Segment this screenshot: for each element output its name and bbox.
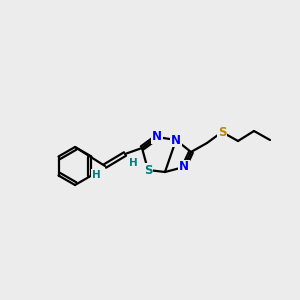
Text: H: H: [92, 170, 100, 180]
Text: S: S: [144, 164, 152, 176]
Text: H: H: [129, 158, 137, 168]
Text: N: N: [171, 134, 181, 146]
Text: S: S: [218, 125, 226, 139]
Text: N: N: [179, 160, 189, 173]
Text: N: N: [152, 130, 162, 143]
